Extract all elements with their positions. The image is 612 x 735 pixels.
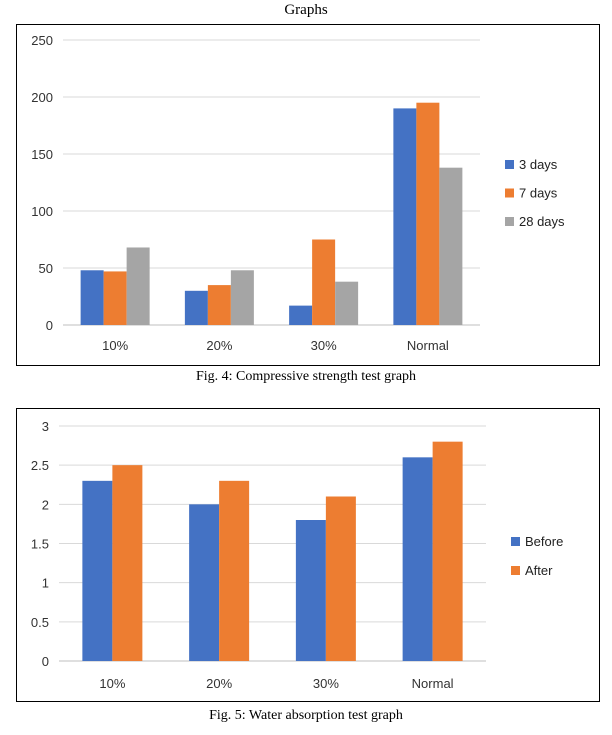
y-tick-label: 1.5	[31, 537, 49, 552]
figure-5-caption: Fig. 5: Water absorption test graph	[209, 708, 403, 723]
bar-7-days	[207, 285, 231, 325]
bar-28-days	[439, 167, 463, 325]
bar-3-days	[80, 270, 104, 325]
bar-7-days	[312, 239, 336, 325]
legend-swatch	[505, 217, 514, 226]
bar-after	[325, 496, 356, 661]
bar-3-days	[289, 305, 313, 325]
bar-before	[295, 520, 326, 661]
legend-swatch	[505, 188, 514, 198]
legend-swatch	[511, 566, 520, 575]
legend-label: After	[525, 563, 553, 578]
water-absorption-plot: 0 0.5 1 1.5 2 2.5 3 10% 20% 30% Normal Before After	[31, 419, 563, 691]
figure-4-caption: Fig. 4: Compressive strength test graph	[195, 369, 417, 384]
water-absorption-chart: 0 0.5 1 1.5 2 2.5 3 10% 20% 30% Normal Before After	[16, 408, 600, 702]
x-tick-label: Normal	[407, 338, 449, 353]
legend-swatch	[511, 537, 520, 546]
y-tick-label: 250	[31, 33, 53, 48]
bar-before	[189, 504, 220, 661]
bar-after	[432, 441, 463, 661]
bar-before	[402, 457, 433, 661]
x-tick-label: 10%	[99, 676, 125, 691]
y-tick-label: 0	[42, 654, 49, 669]
legend-label: 7 days	[519, 186, 558, 201]
y-tick-label: 1	[42, 576, 49, 591]
page-heading: Graphs	[284, 2, 328, 18]
bar-28-days	[335, 281, 359, 325]
x-tick-label: 30%	[313, 676, 339, 691]
x-tick-label: Normal	[412, 676, 454, 691]
x-tick-label: 30%	[311, 338, 337, 353]
y-tick-label: 2	[42, 497, 49, 512]
x-tick-label: 20%	[206, 676, 232, 691]
x-tick-label: 20%	[206, 338, 232, 353]
bar-28-days	[230, 270, 254, 325]
legend-label: Before	[525, 534, 563, 549]
bar-3-days	[393, 108, 417, 326]
bar-7-days	[416, 102, 440, 325]
y-tick-label: 0	[46, 318, 53, 333]
y-tick-label: 0.5	[31, 615, 49, 630]
y-tick-label: 200	[31, 90, 53, 105]
x-tick-label: 10%	[102, 338, 128, 353]
bar-after	[112, 465, 143, 661]
bar-7-days	[103, 271, 127, 325]
bar-after	[219, 480, 250, 661]
y-tick-label: 50	[39, 261, 53, 276]
legend-label: 3 days	[519, 157, 558, 172]
bar-before	[82, 480, 113, 661]
y-tick-label: 100	[31, 204, 53, 219]
compressive-strength-plot: 0 50 100 150 200 250 10% 20% 30% Normal 3 days 7 da…	[31, 33, 565, 353]
legend-label: 28 days	[519, 214, 565, 229]
bar-3-days	[184, 290, 208, 325]
bar-28-days	[126, 247, 150, 325]
compressive-strength-chart: 0 50 100 150 200 250 10% 20% 30% Normal 3 days 7 da…	[16, 24, 600, 366]
y-tick-label: 3	[42, 419, 49, 434]
y-tick-label: 2.5	[31, 458, 49, 473]
legend-swatch	[505, 160, 514, 169]
y-tick-label: 150	[31, 147, 53, 162]
